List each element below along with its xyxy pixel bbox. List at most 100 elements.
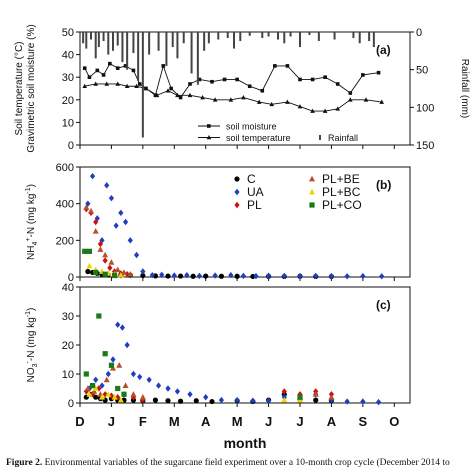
x-tick-label: S: [359, 414, 368, 429]
soil-moisture-point: [188, 82, 192, 86]
x-tick-label: J: [265, 414, 272, 429]
soil-moisture-point: [169, 86, 173, 91]
y2-tick-label: 150: [416, 140, 434, 152]
ua-point: [313, 272, 319, 280]
ua-point: [89, 172, 96, 180]
soil-temperature-point: [175, 92, 180, 98]
rainfall-bar: [239, 32, 242, 42]
pl-be-point: [88, 207, 94, 214]
ua-point: [146, 376, 152, 383]
pl-bc-point: [117, 396, 124, 403]
soil-temperature-point: [212, 97, 218, 102]
pl-be-point: [121, 269, 127, 275]
ua-point: [344, 398, 350, 405]
x-tick-label: M: [232, 414, 243, 429]
rainfall-bar: [308, 32, 311, 36]
legend-label: PL+BE: [322, 172, 360, 186]
soil-moisture-point: [310, 77, 315, 82]
pl-be-point: [122, 382, 129, 388]
ua-point: [344, 273, 350, 280]
y2-tick-label: 50: [416, 65, 428, 77]
c-point: [190, 273, 196, 279]
pl-co-point: [108, 362, 115, 368]
rainfall-bar: [352, 32, 355, 39]
pl-co-point: [297, 394, 303, 400]
c-point: [152, 397, 159, 403]
y2-tick-label: 0: [416, 27, 422, 39]
ua-point: [253, 272, 259, 280]
ua-point: [375, 398, 382, 406]
ua-point: [105, 370, 111, 378]
pl-point: [108, 392, 115, 399]
y-tick-label: 20: [62, 340, 74, 352]
ua-point: [184, 271, 190, 279]
pl-be-point: [139, 394, 146, 400]
soil-moisture-point: [235, 77, 239, 82]
pl-co-point: [96, 313, 102, 319]
pl-co-point: [93, 269, 99, 276]
soil-moisture-point: [335, 82, 340, 86]
rainfall-bar: [82, 32, 85, 44]
rainfall-bar: [165, 32, 168, 66]
ua-point: [218, 396, 225, 404]
soil-moisture-point: [87, 75, 92, 79]
rainfall-bar: [112, 32, 114, 51]
soil-temperature-point: [379, 99, 385, 104]
rainfall-bar: [226, 32, 229, 39]
x-tick-label: J: [296, 414, 303, 429]
y-tick-label: 20: [62, 95, 74, 107]
ua-point: [104, 182, 110, 189]
pl-be-point: [312, 391, 319, 397]
ua-point: [187, 391, 193, 398]
panel-label: (b): [376, 178, 391, 192]
pl-point: [281, 388, 287, 395]
legend-marker: [234, 188, 240, 196]
pl-point: [102, 257, 108, 264]
c-point: [193, 398, 199, 404]
soil-moisture-point: [197, 77, 202, 82]
x-tick-label: J: [108, 414, 115, 429]
pl-co-point: [102, 271, 108, 277]
ua-point: [196, 272, 203, 280]
pl-bc-point: [86, 262, 93, 269]
y-tick-label: 200: [56, 235, 74, 247]
legend-label: soil temperature: [226, 133, 291, 143]
soil-moisture-point: [137, 82, 142, 86]
soil-temperature-point: [310, 108, 315, 113]
ua-point: [130, 370, 137, 378]
soil-moisture-point: [298, 77, 302, 82]
soil-temperature-point: [187, 92, 193, 98]
y-tick-label: 30: [62, 72, 74, 84]
y-tick-label: 10: [62, 369, 74, 381]
pl-co-point: [115, 385, 121, 392]
ua-point: [328, 272, 335, 280]
c-point: [250, 273, 256, 280]
pl-bc-point: [92, 385, 99, 391]
pl-point: [93, 218, 99, 226]
pl-co-point: [82, 248, 88, 254]
soil-temperature-point: [297, 104, 303, 109]
soil-temperature-point: [322, 108, 328, 113]
y-axis-label: NH4+-N (mg kg-1): [25, 184, 39, 260]
legend-label: Rainfall: [328, 133, 358, 143]
pl-co-point: [102, 351, 108, 357]
ua-point: [140, 268, 146, 275]
ua-point: [119, 324, 126, 331]
soil-temperature-point: [256, 99, 262, 104]
y-tick-label: 0: [68, 272, 74, 284]
legend-marker: [207, 124, 211, 128]
y-axis-label-line2: Gravimetric soil moisture (%): [26, 24, 37, 152]
y-tick-label: 40: [62, 282, 74, 294]
legend-marker: [309, 202, 315, 208]
soil-moisture-point: [273, 64, 277, 68]
soil-temperature-point: [200, 95, 205, 100]
soil-moisture-point: [260, 88, 265, 93]
rainfall-bar: [248, 32, 251, 36]
pl-be-point: [116, 362, 123, 368]
soil-temperature-point: [241, 95, 246, 100]
pl-bc-point: [99, 394, 105, 400]
soil-temperature-point: [124, 83, 130, 89]
rainfall-bar: [137, 32, 140, 81]
legend-marker: [206, 135, 212, 140]
pl-bc-point: [105, 391, 112, 397]
